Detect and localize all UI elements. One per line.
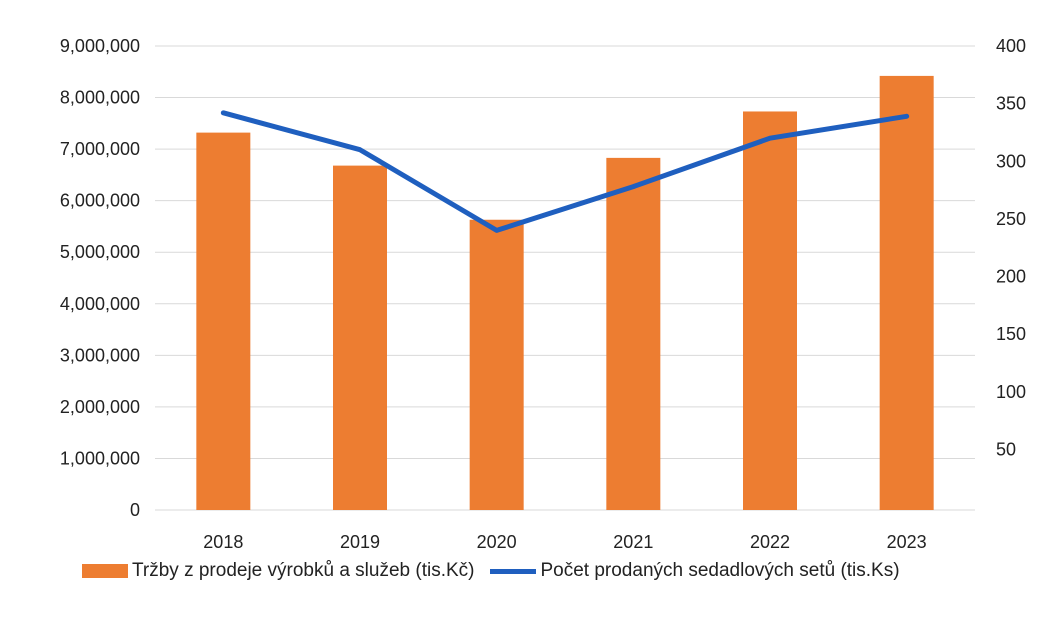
bar xyxy=(196,132,251,510)
gridlines xyxy=(155,45,975,511)
line-series xyxy=(220,110,910,233)
right-tick-label: 400 xyxy=(996,36,1026,56)
x-tick-label: 2019 xyxy=(340,532,380,552)
right-tick-label: 100 xyxy=(996,382,1026,402)
left-tick-label: 3,000,000 xyxy=(60,345,140,365)
legend-item-line: Počet prodaných sedadlových setů (tis.Ks… xyxy=(490,560,900,582)
x-tick-label: 2018 xyxy=(203,532,243,552)
legend-bar-swatch xyxy=(82,564,128,578)
bar-series xyxy=(196,75,934,510)
right-tick-label: 350 xyxy=(996,94,1026,114)
right-tick-label: 300 xyxy=(996,151,1026,171)
left-tick-label: 1,000,000 xyxy=(60,448,140,468)
x-tick-label: 2021 xyxy=(613,532,653,552)
bar xyxy=(743,111,797,510)
legend-line-label: Počet prodaných sedadlových setů (tis.Ks… xyxy=(540,560,900,581)
left-tick-label: 7,000,000 xyxy=(60,139,140,159)
bar xyxy=(606,157,661,510)
x-tick-label: 2023 xyxy=(887,532,927,552)
left-tick-label: 2,000,000 xyxy=(60,397,140,417)
legend: Tržby z prodeje výrobků a služeb (tis.Kč… xyxy=(82,556,1022,586)
left-tick-label: 0 xyxy=(130,500,140,520)
series-line xyxy=(220,110,910,233)
right-tick-label: 50 xyxy=(996,439,1016,459)
right-tick-label: 150 xyxy=(996,324,1026,344)
bar xyxy=(469,219,524,510)
right-tick-label: 250 xyxy=(996,209,1026,229)
left-tick-label: 5,000,000 xyxy=(60,242,140,262)
legend-line-swatch xyxy=(490,568,537,574)
x-tick-label: 2020 xyxy=(477,532,517,552)
bar xyxy=(333,165,387,510)
left-axis: 0 1,000,000 2,000,000 3,000,000 4,000,000 5,0… xyxy=(60,36,140,520)
legend-item-bar: Tržby z prodeje výrobků a služeb (tis.Kč… xyxy=(82,560,474,582)
bar xyxy=(879,75,934,510)
legend-bar-label: Tržby z prodeje výrobků a služeb (tis.Kč… xyxy=(132,560,475,581)
x-axis: 2018 2019 2020 2021 2022 2023 xyxy=(203,532,926,552)
left-tick-label: 9,000,000 xyxy=(60,36,140,56)
right-tick-label: 200 xyxy=(996,267,1026,287)
left-tick-label: 8,000,000 xyxy=(60,88,140,108)
left-tick-label: 6,000,000 xyxy=(60,191,140,211)
right-axis: 50 100 150 200 250 300 350 400 xyxy=(996,36,1026,459)
x-tick-label: 2022 xyxy=(750,532,790,552)
left-tick-label: 4,000,000 xyxy=(60,294,140,314)
